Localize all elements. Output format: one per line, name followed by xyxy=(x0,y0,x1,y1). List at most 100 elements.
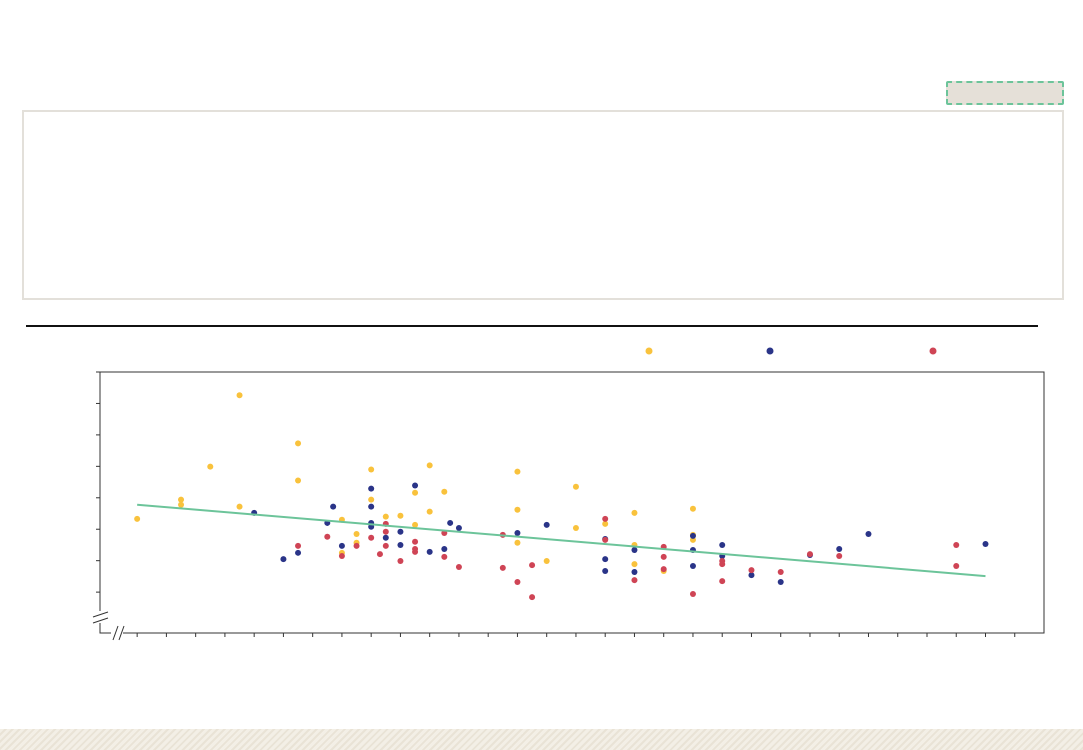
point xyxy=(602,568,609,575)
point xyxy=(412,482,419,489)
point xyxy=(353,542,360,549)
point xyxy=(426,508,433,515)
point xyxy=(447,519,454,526)
point xyxy=(338,542,345,549)
point xyxy=(338,552,345,559)
point xyxy=(982,541,989,548)
point xyxy=(514,506,521,513)
point xyxy=(353,530,360,537)
point xyxy=(529,594,536,601)
point xyxy=(631,509,638,516)
point xyxy=(953,541,960,548)
plot-frame xyxy=(99,371,1045,634)
point xyxy=(689,532,696,539)
point xyxy=(748,567,755,574)
point xyxy=(412,489,419,496)
point xyxy=(441,546,448,553)
point xyxy=(330,503,337,510)
point xyxy=(514,530,521,537)
point xyxy=(368,534,375,541)
point xyxy=(689,563,696,570)
point xyxy=(397,512,404,519)
point xyxy=(382,528,389,535)
point xyxy=(689,591,696,598)
point xyxy=(412,548,419,555)
point xyxy=(777,568,784,575)
divider xyxy=(26,325,1038,327)
point xyxy=(324,533,331,540)
point xyxy=(376,551,383,558)
point xyxy=(368,496,375,503)
point xyxy=(543,521,550,528)
axis-break xyxy=(92,617,109,624)
point xyxy=(748,572,755,579)
point xyxy=(134,515,141,522)
point xyxy=(178,496,185,503)
trend-line xyxy=(137,503,986,578)
point xyxy=(368,503,375,510)
point xyxy=(441,553,448,560)
legend-marker xyxy=(645,347,653,355)
panel xyxy=(22,110,1064,300)
point xyxy=(280,556,287,563)
point xyxy=(368,466,375,473)
point xyxy=(426,462,433,469)
point xyxy=(602,556,609,563)
point xyxy=(806,551,813,558)
point xyxy=(529,562,536,569)
point xyxy=(572,524,579,531)
point xyxy=(631,577,638,584)
point xyxy=(412,538,419,545)
point xyxy=(236,503,243,510)
point xyxy=(382,542,389,549)
point xyxy=(207,463,214,470)
axis-break xyxy=(118,625,125,641)
point xyxy=(514,468,521,475)
point xyxy=(631,568,638,575)
point xyxy=(660,566,667,573)
point xyxy=(719,561,726,568)
point xyxy=(572,483,579,490)
chart xyxy=(92,347,1045,641)
point xyxy=(602,536,609,543)
axis-break xyxy=(92,611,109,618)
point xyxy=(660,553,667,560)
point xyxy=(836,552,843,559)
point xyxy=(543,557,550,564)
point xyxy=(236,392,243,399)
point xyxy=(953,563,960,570)
axis-break xyxy=(112,625,119,641)
point xyxy=(382,513,389,520)
point xyxy=(777,579,784,586)
point xyxy=(602,520,609,527)
point xyxy=(631,546,638,553)
point xyxy=(689,505,696,512)
point xyxy=(836,546,843,553)
point xyxy=(426,548,433,555)
point xyxy=(631,561,638,568)
point xyxy=(368,485,375,492)
legend-marker xyxy=(929,347,937,355)
point xyxy=(295,542,302,549)
point xyxy=(295,477,302,484)
point xyxy=(602,515,609,522)
point xyxy=(397,528,404,535)
point xyxy=(412,521,419,528)
point xyxy=(441,488,448,495)
point xyxy=(514,579,521,586)
point xyxy=(295,549,302,556)
point xyxy=(455,563,462,570)
point xyxy=(499,564,506,571)
point xyxy=(865,530,872,537)
legend-marker xyxy=(766,347,774,355)
point xyxy=(397,557,404,564)
point xyxy=(382,534,389,541)
point xyxy=(397,541,404,548)
point xyxy=(455,524,462,531)
point xyxy=(514,539,521,546)
point xyxy=(178,501,185,508)
action-button[interactable] xyxy=(946,81,1064,105)
point xyxy=(719,578,726,585)
footer xyxy=(0,729,1083,750)
